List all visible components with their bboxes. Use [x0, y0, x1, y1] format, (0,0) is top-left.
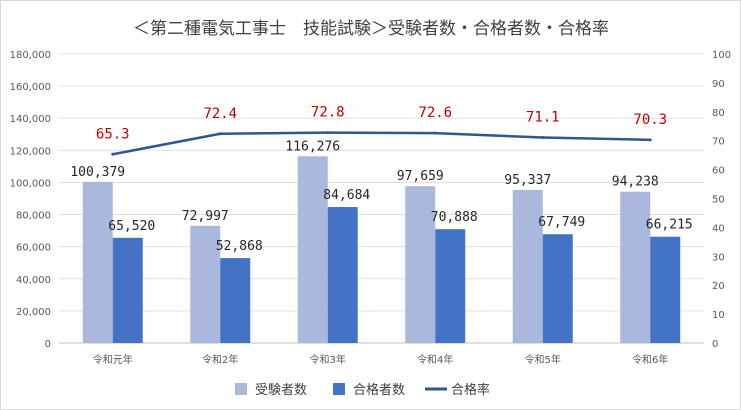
right-axis-tick-label: 60 — [712, 166, 725, 177]
passers-data-label: 66,215 — [646, 218, 693, 233]
rate-point — [648, 138, 652, 142]
data-labels: 100,379 65,520 72,997 52,868 116,276 84,684 97… — [70, 105, 692, 255]
left-axis-ticks: 0 20,000 40,000 60,000 80,000 100,000 120,000 1… — [10, 50, 51, 350]
right-axis-tick-label: 20 — [712, 281, 725, 292]
passers-data-label: 67,749 — [538, 215, 585, 230]
left-axis-tick-label: 20,000 — [16, 307, 51, 318]
left-axis-tick-label: 140,000 — [10, 114, 51, 125]
legend-label: 合格者数 — [353, 382, 405, 398]
bar-applicants — [82, 181, 113, 343]
left-axis-tick-label: 160,000 — [10, 82, 51, 93]
legend: 受験者数 合格者数 合格率 — [235, 382, 490, 398]
right-axis-tick-label: 70 — [712, 137, 725, 148]
right-axis-ticks: 0 10 20 30 40 50 60 70 80 90 100 — [712, 50, 731, 350]
gridlines — [59, 53, 704, 344]
rate-point — [433, 131, 437, 135]
bar-passers — [112, 237, 143, 343]
passers-data-label: 70,888 — [431, 210, 478, 225]
bar-applicants — [620, 191, 651, 343]
category-label: 令和3年 — [310, 353, 346, 366]
rate-point — [111, 152, 115, 156]
left-axis-tick-label: 120,000 — [10, 146, 51, 157]
left-axis-tick-label: 100,000 — [10, 178, 51, 189]
legend-label: 受験者数 — [255, 383, 307, 398]
legend-swatch-passers — [333, 383, 345, 395]
bar-applicants — [297, 156, 328, 343]
right-axis-tick-label: 50 — [712, 195, 725, 206]
applicants-data-label: 97,659 — [397, 169, 444, 184]
rate-data-label: 72.8 — [311, 105, 345, 121]
bar-applicants — [190, 225, 221, 343]
bar-applicants — [512, 189, 543, 343]
left-axis-tick-label: 0 — [45, 339, 51, 350]
rate-series-line — [112, 131, 651, 156]
category-label: 令和6年 — [632, 353, 668, 366]
bars — [82, 156, 681, 343]
rate-point — [541, 136, 545, 140]
applicants-data-label: 72,997 — [182, 209, 229, 224]
bar-passers — [327, 207, 358, 343]
rate-data-label: 71.1 — [526, 110, 560, 126]
right-axis-tick-label: 0 — [712, 339, 718, 350]
rate-data-label: 72.6 — [418, 105, 452, 121]
category-labels: 令和元年 令和2年 令和3年 令和4年 令和5年 令和6年 — [93, 353, 669, 366]
legend-label: 合格率 — [451, 382, 490, 398]
right-axis-tick-label: 90 — [712, 79, 725, 90]
applicants-data-label: 95,337 — [504, 173, 551, 188]
category-label: 令和2年 — [202, 353, 238, 366]
legend-swatch-applicants — [235, 383, 247, 395]
bar-passers — [435, 229, 466, 343]
applicants-data-label: 94,238 — [612, 175, 659, 190]
bar-passers — [220, 258, 251, 343]
applicants-data-label: 116,276 — [285, 139, 340, 154]
bar-applicants — [405, 186, 436, 343]
applicants-data-label: 100,379 — [70, 165, 125, 180]
rate-line — [111, 131, 652, 156]
right-axis-tick-label: 10 — [712, 310, 725, 321]
bar-passers — [650, 236, 681, 343]
category-label: 令和4年 — [417, 353, 453, 366]
category-label: 令和5年 — [525, 353, 561, 366]
left-axis-tick-label: 60,000 — [16, 243, 51, 254]
right-axis-tick-label: 80 — [712, 108, 725, 119]
left-axis-tick-label: 180,000 — [10, 50, 51, 61]
left-axis-tick-label: 80,000 — [16, 211, 51, 222]
right-axis-tick-label: 40 — [712, 223, 725, 234]
passers-data-label: 65,520 — [108, 219, 155, 234]
bar-passers — [542, 234, 573, 343]
chart-title: ＜第二種電気工事士 技能試験＞受験者数・合格者数・合格率 — [133, 19, 609, 39]
rate-point — [326, 131, 330, 135]
rate-data-label: 72.4 — [203, 106, 237, 122]
left-axis-tick-label: 40,000 — [16, 275, 51, 286]
rate-data-label: 65.3 — [96, 126, 130, 142]
right-axis-tick-label: 30 — [712, 252, 725, 263]
right-axis-tick-label: 100 — [712, 50, 731, 61]
rate-point — [218, 132, 222, 136]
passers-data-label: 52,868 — [216, 239, 263, 254]
category-label: 令和元年 — [93, 353, 133, 366]
rate-data-label: 70.3 — [633, 112, 667, 128]
passers-data-label: 84,684 — [323, 188, 370, 203]
